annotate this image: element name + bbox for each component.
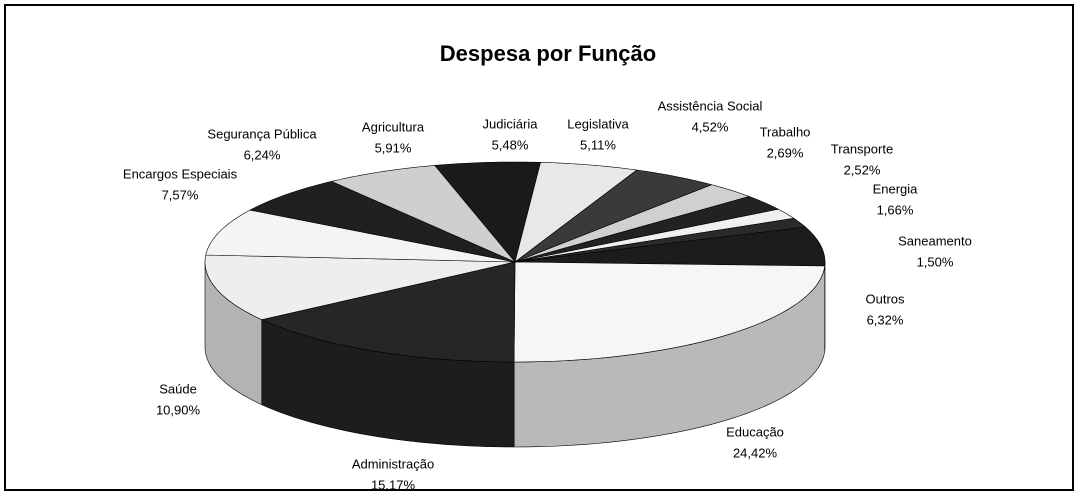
slice-value-label: 6,24% bbox=[244, 147, 281, 162]
slice-label: Trabalho bbox=[760, 124, 811, 139]
slice-label: Energia bbox=[873, 181, 919, 196]
chart-title: Despesa por Função bbox=[440, 41, 656, 66]
slice-value-label: 1,50% bbox=[917, 254, 954, 269]
slice-value-label: 2,69% bbox=[767, 145, 804, 160]
slice-label: Saúde bbox=[159, 381, 197, 396]
slice-value-label: 1,66% bbox=[877, 202, 914, 217]
slice-value-label: 4,52% bbox=[692, 119, 729, 134]
slice-value-label: 5,11% bbox=[580, 137, 616, 152]
slice-label: Saneamento bbox=[898, 233, 972, 248]
slice-value-label: 10,90% bbox=[156, 402, 201, 417]
slice-label: Segurança Pública bbox=[207, 126, 317, 141]
slice-value-label: 5,91% bbox=[375, 140, 412, 155]
slice-label: Educação bbox=[726, 424, 784, 439]
slice-value-label: 7,57% bbox=[162, 187, 199, 202]
slice-label: Transporte bbox=[831, 141, 893, 156]
slice-value-label: 2,52% bbox=[844, 162, 881, 177]
slice-value-label: 6,32% bbox=[867, 312, 904, 327]
slice-label: Judiciária bbox=[483, 116, 539, 131]
slice-value-label: 5,48% bbox=[492, 137, 529, 152]
slice-label: Outros bbox=[865, 291, 905, 306]
slice-value-label: 24,42% bbox=[733, 445, 778, 460]
slice-label: Legislativa bbox=[567, 116, 629, 131]
slice-label: Encargos Especiais bbox=[123, 166, 238, 181]
slice-value-label: 15,17% bbox=[371, 477, 416, 492]
slice-label: Assistência Social bbox=[658, 98, 763, 113]
slice-label: Agricultura bbox=[362, 119, 425, 134]
slice-label: Administração bbox=[352, 456, 434, 471]
